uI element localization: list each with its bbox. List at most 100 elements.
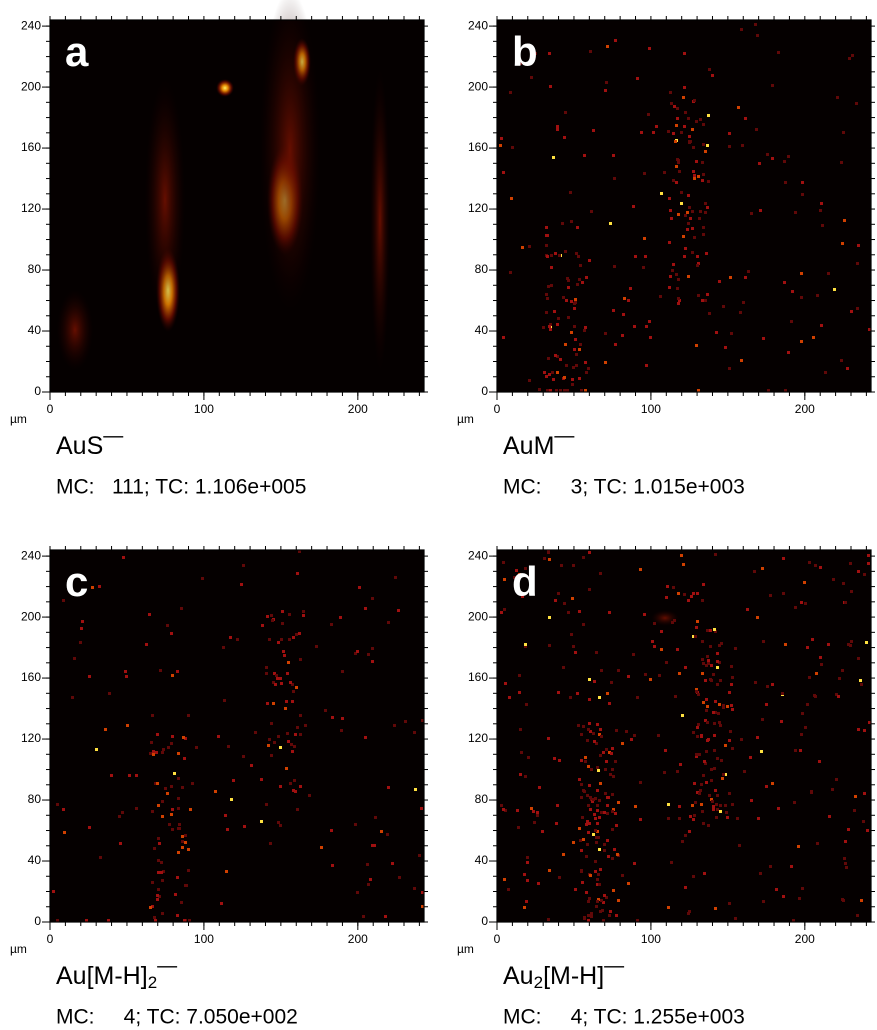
panel: 0 100 200 0 40 80 120 160 200 240 µm c Au[M-H]2— MC: … [10, 546, 428, 1029]
pixel [831, 788, 834, 791]
pixel [52, 890, 55, 893]
pixel [721, 777, 724, 780]
pixel [80, 627, 83, 630]
pixel [698, 217, 701, 220]
pixel [679, 763, 682, 766]
pixel [611, 857, 614, 860]
pixel [586, 820, 589, 823]
pixel [746, 608, 749, 611]
pixel [664, 749, 667, 752]
pixel [559, 358, 562, 361]
pixel [598, 816, 601, 819]
pixel [708, 794, 711, 797]
pixel [800, 733, 803, 736]
pixel [98, 585, 101, 588]
pixel [588, 784, 591, 787]
pixel [542, 326, 545, 329]
pixel [261, 624, 264, 627]
pixel [545, 293, 548, 296]
pixel [693, 236, 696, 239]
pixel [730, 683, 733, 686]
pixel [666, 585, 669, 588]
pixel [777, 807, 780, 810]
pixel [524, 643, 527, 646]
pixel [563, 389, 566, 392]
pixel [719, 810, 722, 813]
pixel [747, 270, 750, 273]
pixel [502, 808, 505, 811]
pixel [552, 156, 555, 159]
pixel [730, 704, 733, 707]
pixel [304, 724, 307, 727]
pixel [599, 910, 602, 913]
pixel [714, 711, 717, 714]
pixel [613, 848, 616, 851]
pixel [703, 872, 706, 875]
pixel [570, 300, 573, 303]
pixel [695, 626, 698, 629]
pixel [643, 237, 646, 240]
pixel [698, 753, 701, 756]
frame [49, 549, 425, 923]
pixel [177, 752, 180, 755]
pixel [819, 209, 822, 212]
pixel [164, 787, 167, 790]
pixel [820, 202, 823, 205]
pixel [740, 359, 743, 362]
pixel [844, 601, 847, 604]
y-tick-label: 200 [21, 609, 41, 623]
pixel [863, 792, 866, 795]
pixel [705, 709, 708, 712]
pixel [574, 888, 577, 891]
pixel [633, 325, 636, 328]
pixel [722, 706, 725, 709]
pixel [577, 724, 580, 727]
pixel [545, 375, 548, 378]
pixel [545, 244, 548, 247]
pixel [356, 891, 359, 894]
pixel [189, 808, 192, 811]
pixel [519, 728, 522, 731]
y-tick-label: 40 [475, 323, 489, 337]
pixel [576, 226, 579, 229]
pixel [609, 910, 612, 913]
pixel [702, 233, 705, 236]
pixel [557, 691, 560, 694]
pixel [157, 871, 160, 874]
pixel [724, 346, 727, 349]
pixel [784, 643, 787, 646]
pixel [612, 889, 615, 892]
pixel [688, 830, 691, 833]
pixel [181, 846, 184, 849]
pixel [292, 636, 295, 639]
pixel [167, 746, 170, 749]
pixel [648, 47, 651, 50]
pixel [719, 679, 722, 682]
pixel [584, 756, 587, 759]
pixel [695, 690, 698, 693]
pixel [759, 872, 762, 875]
pixel [691, 251, 694, 254]
pixel [387, 786, 390, 789]
pixel [715, 803, 718, 806]
pixel [145, 643, 148, 646]
pixel [707, 180, 710, 183]
pixel [640, 131, 643, 134]
pixel [562, 666, 565, 669]
pixel [771, 782, 774, 785]
pixel [586, 794, 589, 797]
y-tick-label: 240 [21, 18, 41, 32]
y-tick-label: 120 [468, 201, 488, 215]
pixel [603, 843, 606, 846]
pixel [720, 759, 723, 762]
pixel [607, 855, 610, 858]
pixel [387, 621, 390, 624]
pixel [290, 743, 293, 746]
pixel [702, 143, 705, 146]
pixel [627, 882, 630, 885]
pixel [128, 774, 131, 777]
pixel [856, 307, 859, 310]
pixel [688, 135, 691, 138]
pixel [331, 864, 334, 867]
pixel [154, 919, 157, 922]
